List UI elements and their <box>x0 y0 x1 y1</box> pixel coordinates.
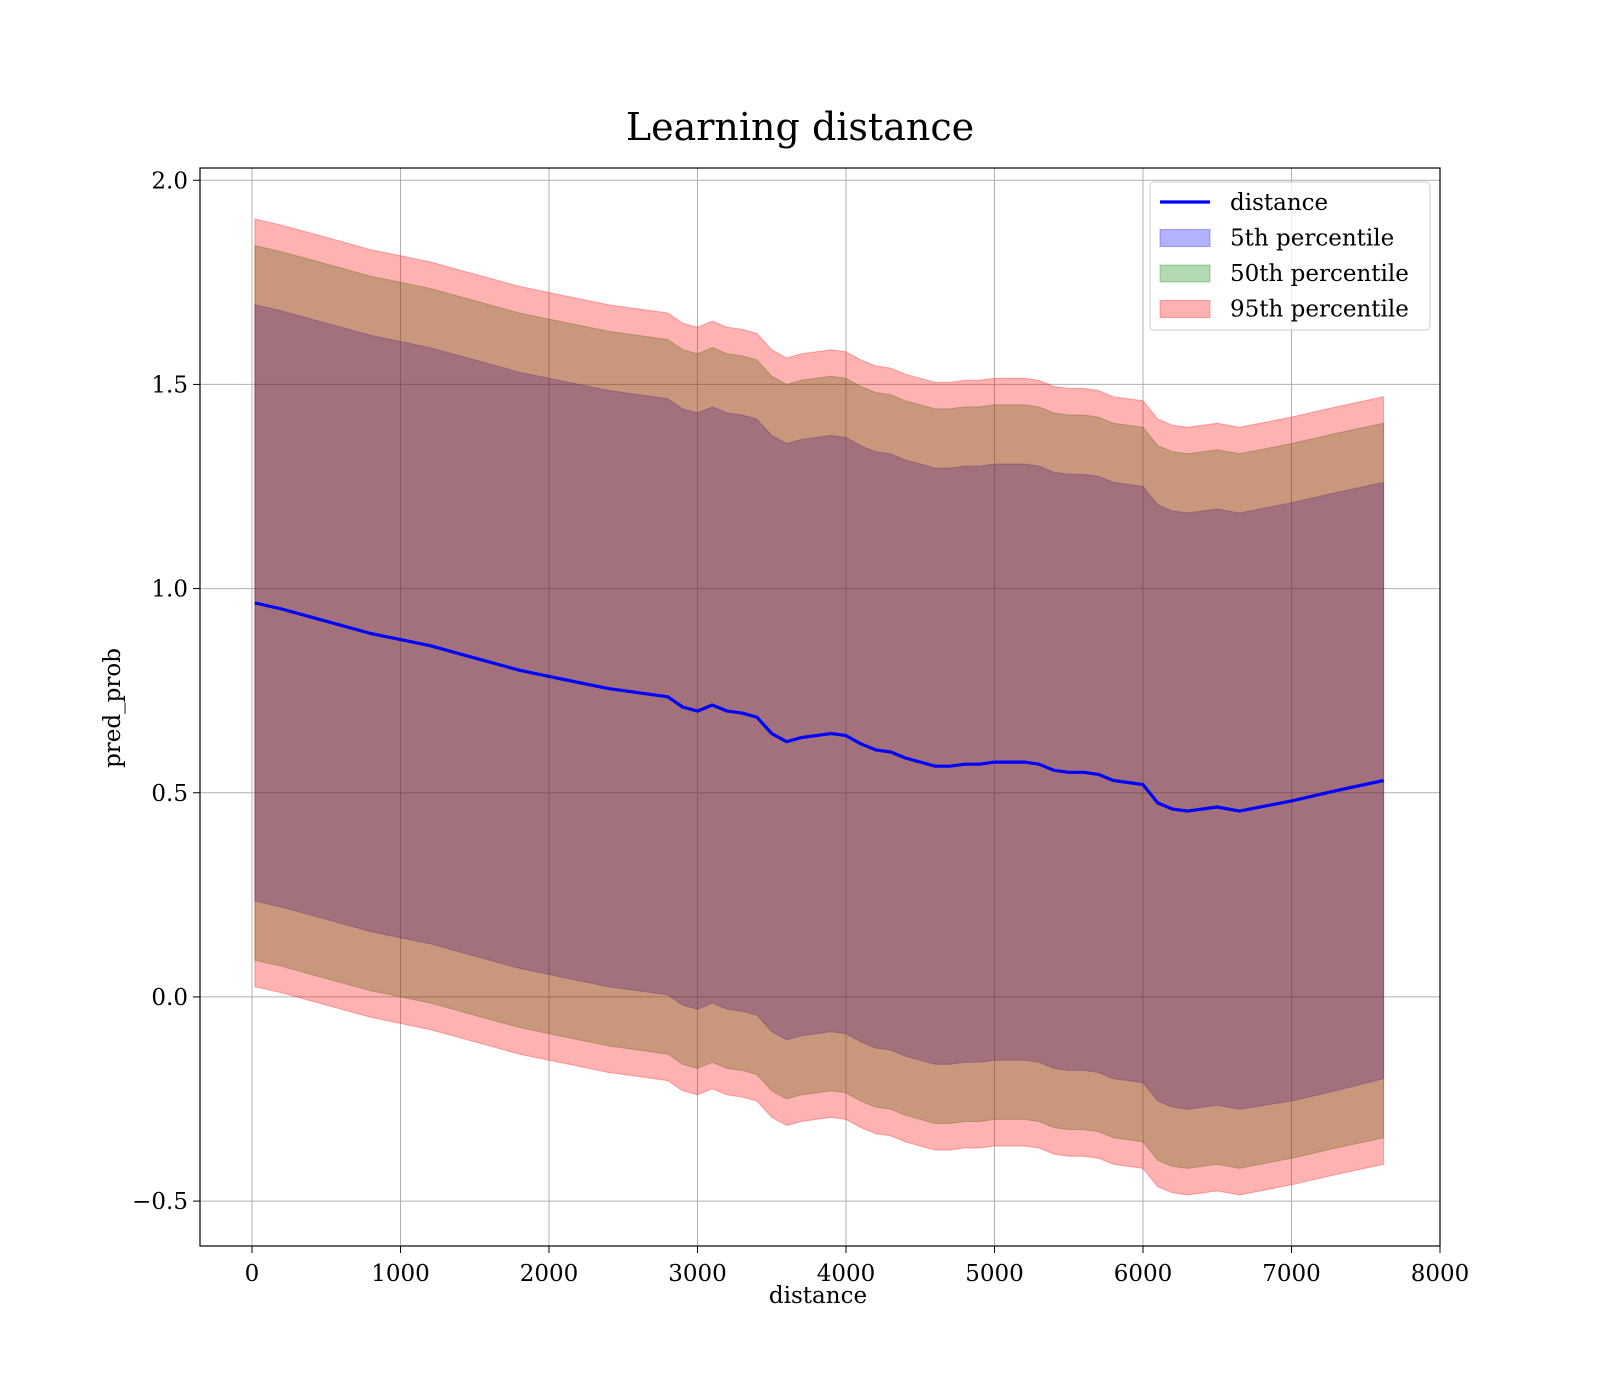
x-axis-label: distance <box>769 1283 867 1309</box>
band-5th-percentile <box>254 304 1385 1110</box>
x-tick-label: 7000 <box>1262 1261 1321 1287</box>
band-95th-percentile <box>254 218 1385 1196</box>
y-axis-label: pred_prob <box>100 648 126 768</box>
x-tick-label: 2000 <box>520 1261 579 1287</box>
legend-swatch <box>1159 300 1211 318</box>
legend-label: distance <box>1230 190 1328 216</box>
legend: distance 5th percentile 50th percentile 95t… <box>1149 181 1431 331</box>
x-tick-label: 0 <box>245 1261 260 1287</box>
legend-label: 95th percentile <box>1230 297 1409 323</box>
legend-swatch <box>1159 264 1211 283</box>
distance-line-group <box>254 601 1384 813</box>
percentile-bands <box>254 218 1385 1196</box>
y-tick-label: −0.5 <box>132 1189 188 1215</box>
legend-swatch <box>1159 229 1211 247</box>
x-tick-label: 8000 <box>1411 1261 1470 1287</box>
x-tick-label: 3000 <box>668 1261 727 1287</box>
plot-frame <box>199 167 1441 1247</box>
x-tick-label: 5000 <box>965 1261 1024 1287</box>
chart-title: Learning distance <box>626 105 974 149</box>
x-tick-label: 6000 <box>1114 1261 1173 1287</box>
ticks: 0 1000 2000 3000 4000 5000 6000 7000 8000 −0.5 0.0… <box>132 168 1469 1287</box>
y-tick-label: 1.0 <box>151 577 188 603</box>
y-tick-label: 0.5 <box>151 781 188 807</box>
y-tick-label: 1.5 <box>151 372 188 398</box>
x-tick-label: 4000 <box>817 1261 876 1287</box>
x-tick-label: 1000 <box>371 1261 430 1287</box>
distance-line <box>254 601 1384 813</box>
legend-label: 5th percentile <box>1230 226 1394 252</box>
y-tick-label: 2.0 <box>151 168 188 194</box>
band-50th-percentile <box>254 244 1385 1169</box>
legend-label: 50th percentile <box>1230 261 1409 287</box>
legend-box <box>1149 181 1431 331</box>
y-tick-label: 0.0 <box>151 985 188 1011</box>
